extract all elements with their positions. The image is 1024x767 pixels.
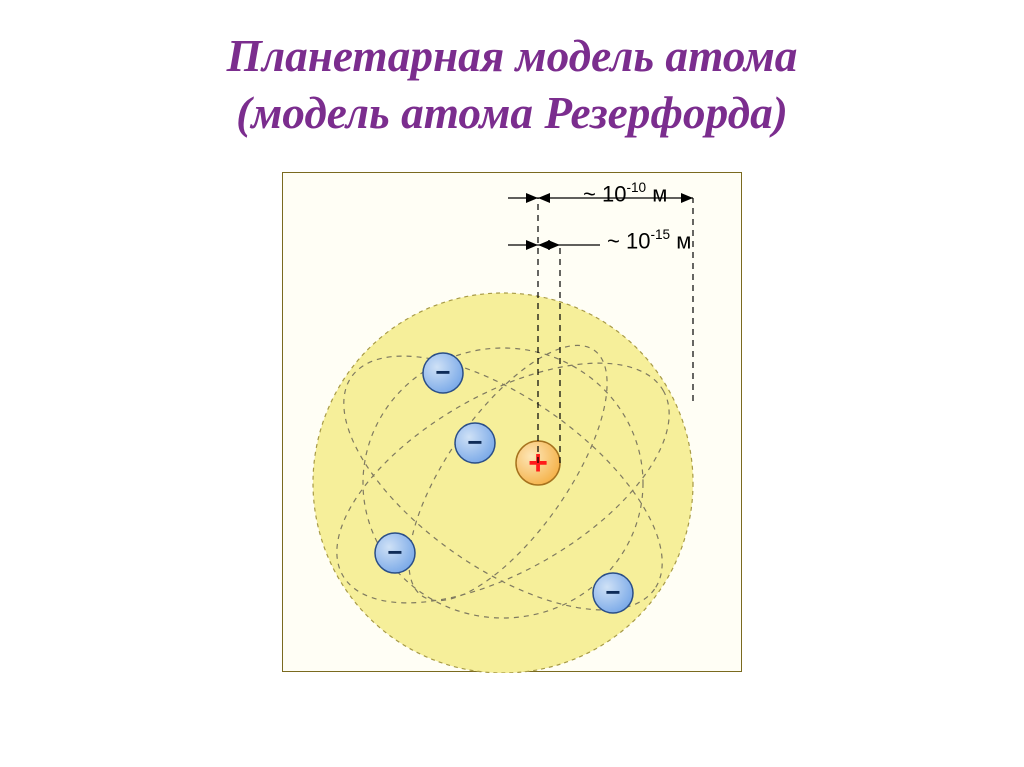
dim-suffix: м bbox=[670, 228, 691, 253]
dim-arrow-nucl-left bbox=[538, 240, 550, 250]
dim-prefix: ~ 10 bbox=[607, 228, 650, 253]
dim-exponent: -10 bbox=[626, 180, 646, 195]
dim-exponent: -15 bbox=[650, 227, 670, 242]
dim-suffix: м bbox=[646, 181, 667, 206]
dim-arrow-nucl-outer-l bbox=[526, 240, 538, 250]
title-line-2: (модель атома Резерфорда) bbox=[0, 85, 1024, 142]
atom-sphere bbox=[313, 293, 693, 673]
dim-arrow-atom-outer bbox=[526, 193, 538, 203]
page-title: Планетарная модель атома (модель атома Р… bbox=[0, 28, 1024, 141]
dim-arrow-atom-right bbox=[681, 193, 693, 203]
electron-minus-icon-1: − bbox=[467, 427, 482, 457]
atom-diameter-label: ~ 10-10 м bbox=[583, 181, 667, 207]
electron-minus-icon-0: − bbox=[435, 357, 450, 387]
nucleus-diameter-label: ~ 10-15 м bbox=[607, 228, 691, 254]
diagram-frame: +−−−− ~ 10-10 м ~ 10-15 м bbox=[282, 172, 742, 672]
electron-minus-icon-3: − bbox=[605, 577, 620, 607]
diagram-container: +−−−− ~ 10-10 м ~ 10-15 м bbox=[0, 172, 1024, 672]
title-line-1: Планетарная модель атома bbox=[0, 28, 1024, 85]
electron-minus-icon-2: − bbox=[387, 537, 402, 567]
dim-arrow-atom-left bbox=[538, 193, 550, 203]
dim-prefix: ~ 10 bbox=[583, 181, 626, 206]
